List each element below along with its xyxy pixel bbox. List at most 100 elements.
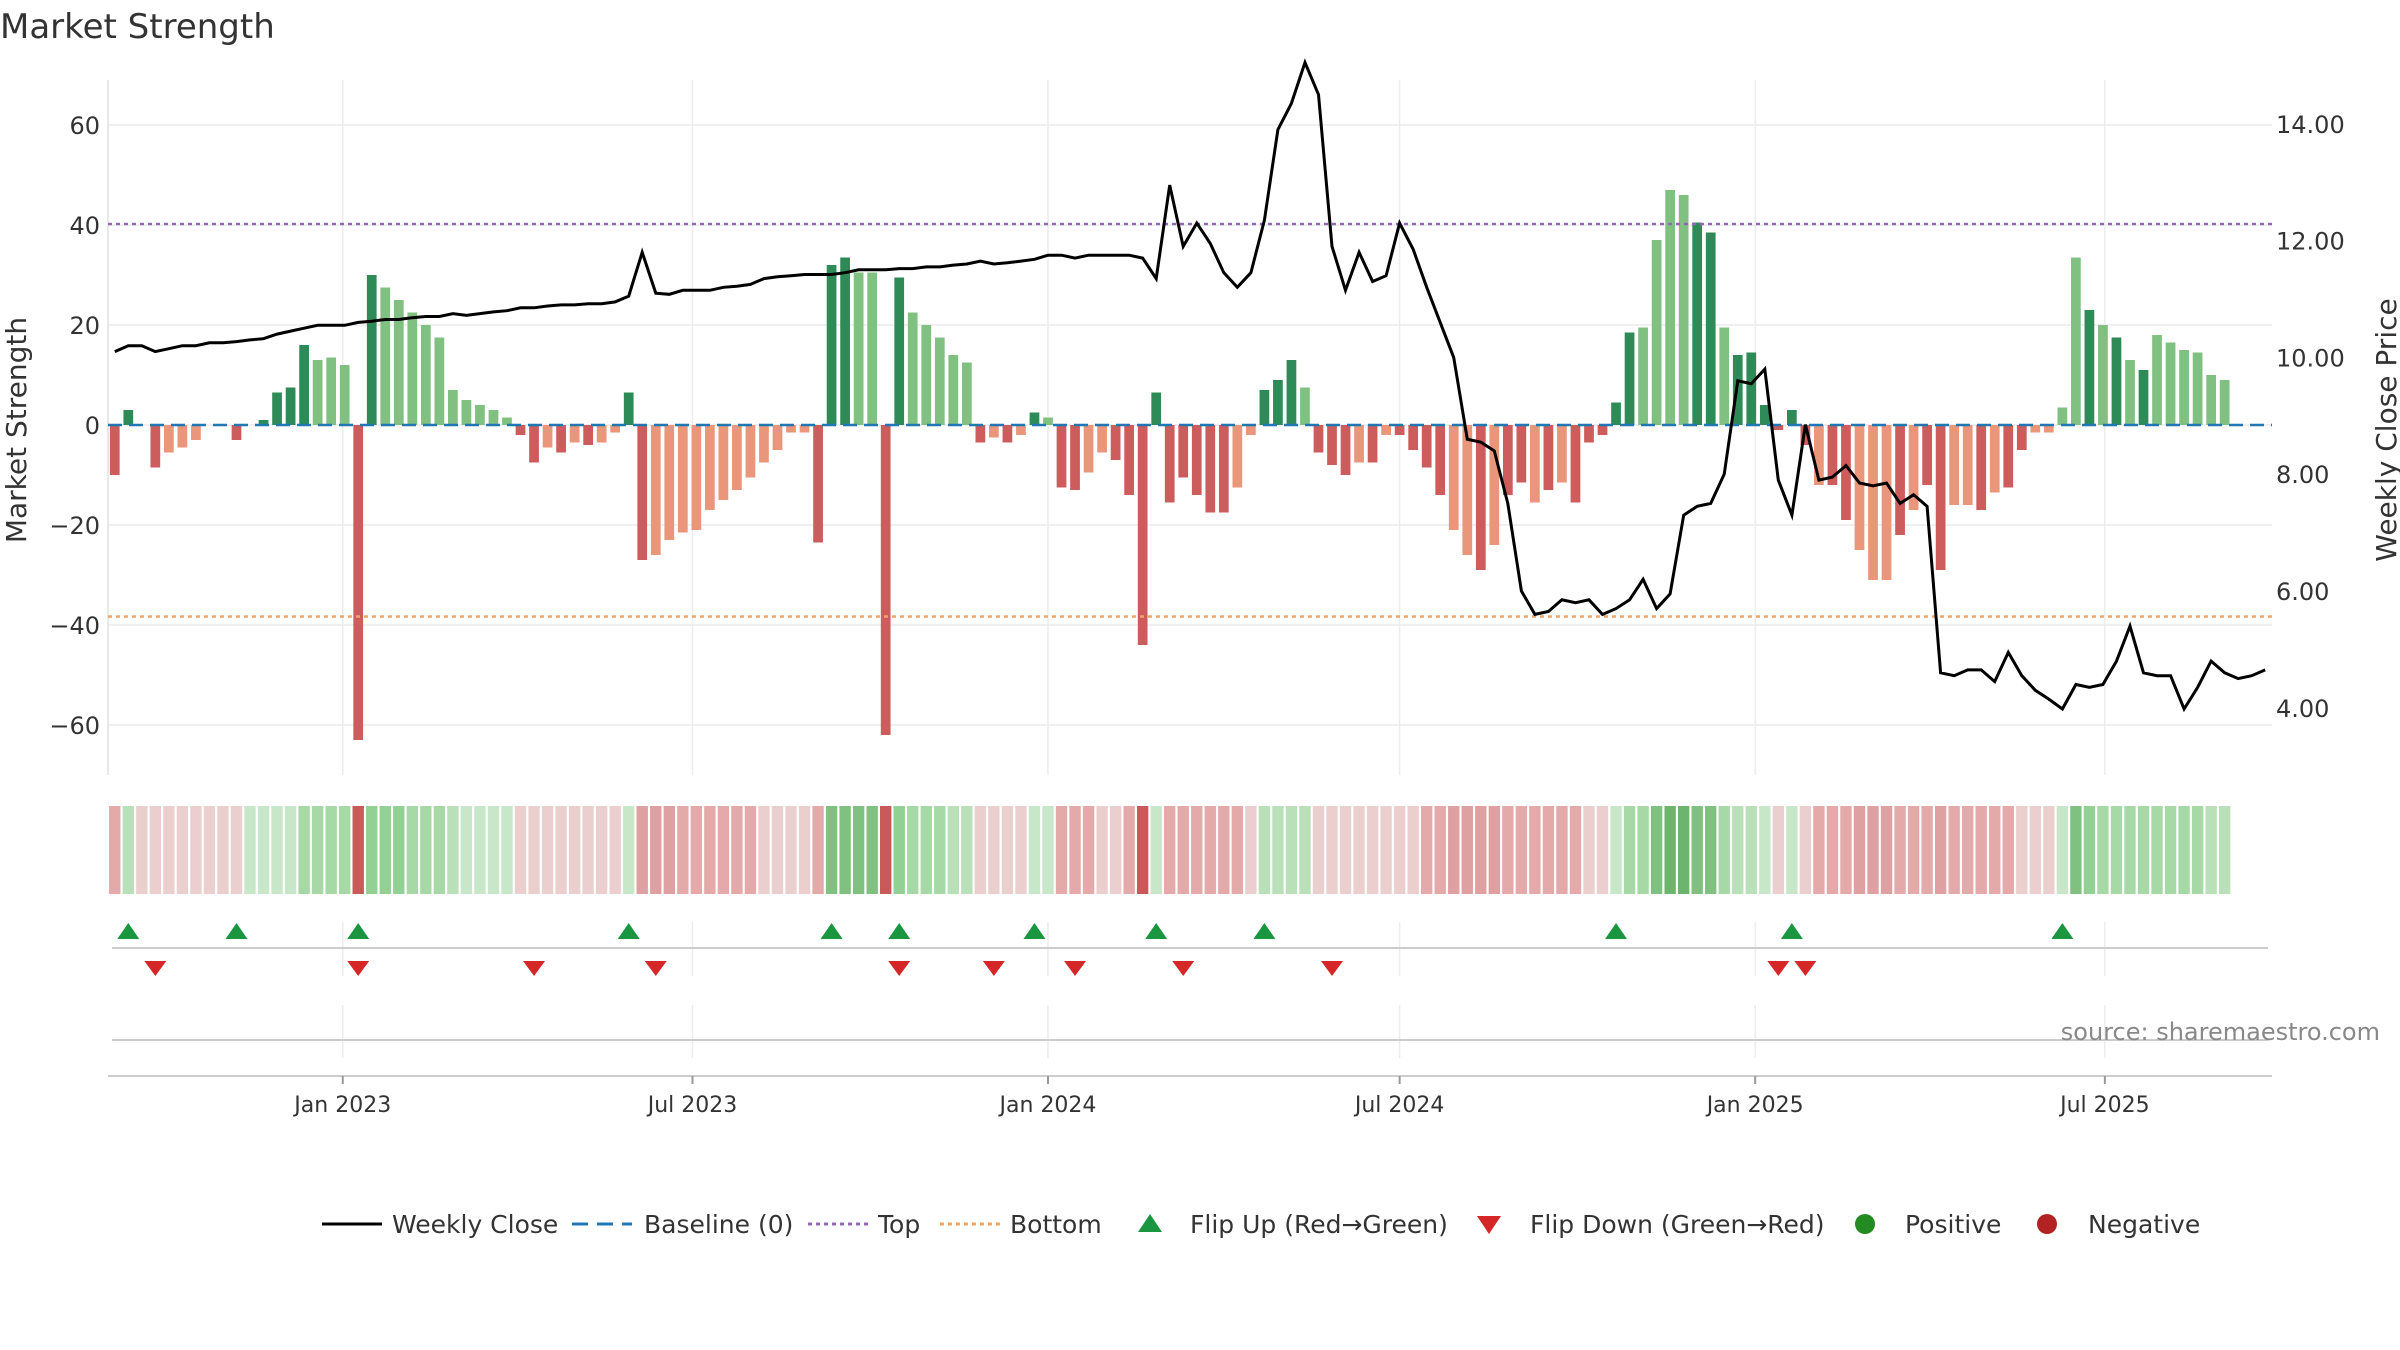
y-tick-label: −20 bbox=[49, 512, 100, 540]
strength-bar bbox=[1273, 380, 1283, 425]
strength-bar bbox=[583, 425, 594, 445]
strip-cell bbox=[460, 806, 473, 894]
strength-bar bbox=[393, 300, 404, 425]
flip-up-marker bbox=[820, 923, 843, 939]
strength-bar bbox=[272, 392, 282, 425]
flip-up-marker bbox=[1145, 923, 1168, 939]
strength-bar bbox=[515, 425, 526, 435]
strength-bar bbox=[840, 257, 850, 425]
strip-cell bbox=[176, 806, 189, 894]
strength-bar bbox=[407, 312, 418, 425]
strength-bar bbox=[1800, 425, 1811, 445]
flip-up-marker bbox=[1780, 923, 1803, 939]
strip-cell bbox=[2083, 806, 2096, 894]
strength-bar bbox=[1043, 417, 1053, 425]
strip-cell bbox=[1799, 806, 1812, 894]
strength-bar bbox=[1651, 240, 1662, 425]
strength-bar bbox=[650, 425, 661, 555]
strip-cell bbox=[785, 806, 797, 894]
strip-cell bbox=[1055, 806, 1068, 894]
strip-cell bbox=[1583, 806, 1595, 894]
strength-bar bbox=[677, 425, 688, 533]
strength-bar bbox=[163, 425, 174, 453]
strength-bar bbox=[1056, 425, 1067, 488]
strength-bar bbox=[772, 425, 783, 450]
strength-bar bbox=[285, 387, 296, 425]
weekly-close-line bbox=[114, 58, 2266, 713]
strip-cell bbox=[109, 806, 121, 894]
strength-bar bbox=[1624, 332, 1635, 425]
strip-cell bbox=[582, 806, 594, 894]
strip-cell bbox=[501, 806, 513, 894]
strength-bar bbox=[1002, 425, 1013, 443]
strength-bar bbox=[637, 425, 648, 560]
legend-label: Baseline (0) bbox=[644, 1210, 793, 1239]
strength-bar bbox=[1759, 405, 1770, 425]
strength-bar bbox=[1070, 425, 1080, 490]
strip-cell bbox=[1677, 806, 1690, 894]
strength-bar bbox=[1462, 425, 1473, 555]
strip-cell bbox=[1623, 806, 1636, 894]
strip-cell bbox=[1461, 806, 1473, 894]
flip-up-marker bbox=[1605, 923, 1628, 939]
strip-cell bbox=[1380, 806, 1392, 894]
strength-bar bbox=[1516, 425, 1527, 483]
strip-cell bbox=[257, 806, 270, 894]
strength-bar bbox=[1908, 425, 1919, 510]
strength-bar bbox=[1854, 425, 1865, 550]
flip-down-marker bbox=[1767, 961, 1790, 976]
strip-cell bbox=[379, 806, 391, 894]
strength-bar bbox=[420, 325, 431, 425]
strip-cell bbox=[839, 806, 851, 894]
strength-bar bbox=[1218, 425, 1229, 513]
strength-bar bbox=[339, 365, 350, 425]
flip-down-marker bbox=[347, 961, 370, 976]
strip-cell bbox=[1664, 806, 1676, 894]
strip-cell bbox=[393, 806, 405, 894]
strength-bar bbox=[1489, 425, 1500, 545]
strip-cell bbox=[1123, 806, 1135, 894]
strip-cell bbox=[1326, 806, 1338, 894]
strip-cell bbox=[203, 806, 216, 894]
strip-cell bbox=[1096, 806, 1108, 894]
strength-bar bbox=[529, 425, 539, 463]
strip-cell bbox=[1853, 806, 1866, 894]
flip-up-marker bbox=[1023, 923, 1046, 939]
strip-cell bbox=[420, 806, 432, 894]
strip-cell bbox=[2164, 806, 2177, 894]
strip-cell bbox=[1867, 806, 1879, 894]
flip-down-marker bbox=[144, 961, 167, 976]
strength-bar bbox=[150, 425, 161, 468]
strip-cell bbox=[704, 806, 716, 894]
strip-cell bbox=[1434, 806, 1446, 894]
strip-cell bbox=[2218, 806, 2231, 894]
strength-bar bbox=[1300, 387, 1310, 425]
strength-bar bbox=[1191, 425, 1202, 495]
strength-bar bbox=[1394, 425, 1405, 435]
strength-bar bbox=[1327, 425, 1337, 465]
strip-cell bbox=[1650, 806, 1663, 894]
strip-cell bbox=[1393, 806, 1406, 894]
strip-cell bbox=[1231, 806, 1244, 894]
strip-cell bbox=[1204, 806, 1216, 894]
strength-bar bbox=[1245, 425, 1256, 435]
strength-bar bbox=[1922, 425, 1932, 485]
strength-bar bbox=[1137, 425, 1148, 645]
strip-cell bbox=[934, 806, 946, 894]
strength-bar bbox=[1408, 425, 1419, 450]
strip-cell bbox=[1786, 806, 1798, 894]
strip-cell bbox=[1299, 806, 1311, 894]
circle-icon bbox=[1855, 1214, 1875, 1234]
y-tick-label: 60 bbox=[69, 112, 100, 140]
strength-bar bbox=[961, 362, 972, 425]
strip-cell bbox=[1150, 806, 1162, 894]
strength-bar bbox=[1665, 190, 1676, 425]
strength-bar bbox=[786, 425, 796, 433]
strength-bar bbox=[502, 417, 512, 425]
strip-cell bbox=[1732, 806, 1744, 894]
strength-bar bbox=[1841, 425, 1851, 520]
strip-cell bbox=[284, 806, 297, 894]
strip-cell bbox=[1813, 806, 1825, 894]
flip-down-marker bbox=[982, 961, 1005, 976]
y-axis-label: Market Strength bbox=[0, 317, 33, 543]
